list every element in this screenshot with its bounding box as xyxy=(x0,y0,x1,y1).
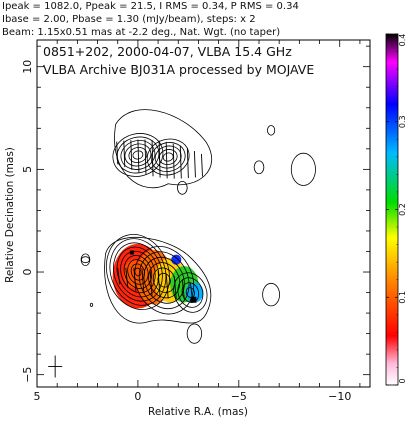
polarization-contour xyxy=(150,142,186,172)
isolated-contour xyxy=(177,180,188,195)
core-contour xyxy=(120,250,156,294)
ev-vector xyxy=(149,269,153,296)
jet-contour xyxy=(177,277,204,308)
isolated-contour xyxy=(267,125,276,136)
x-axis-ticks: 5 0 −5 −10 xyxy=(34,40,361,403)
isolated-contour xyxy=(80,253,91,266)
x-tick-label: −10 xyxy=(328,390,351,403)
annotation-line-2: VLBA Archive BJ031A processed by MOJAVE xyxy=(43,62,314,77)
jet-contour xyxy=(148,262,181,299)
ev-vectors xyxy=(116,139,203,300)
colorbar-tick-label: 0 xyxy=(398,378,407,383)
y-tick-label: 10 xyxy=(21,60,34,74)
header-line-3: Beam: 1.15x0.51 mas at -2.2 deg., Nat. W… xyxy=(2,27,280,38)
colormap-blob xyxy=(171,254,182,265)
colorbar-tick-label: 0.1 xyxy=(398,291,407,304)
ev-vector xyxy=(144,139,147,175)
ev-vector xyxy=(165,141,168,179)
y-tick-label: −5 xyxy=(21,367,34,383)
ev-vector xyxy=(165,273,169,299)
jet-contour xyxy=(173,272,208,313)
ev-vector xyxy=(141,268,145,294)
jet-contour xyxy=(152,267,176,293)
ev-vector xyxy=(201,153,203,177)
colormap-blob xyxy=(123,259,144,289)
polarization-contour xyxy=(158,149,178,166)
colorbar-tick-label: 0.2 xyxy=(398,203,407,216)
beam-cross-icon xyxy=(48,355,63,378)
ev-vector xyxy=(133,267,137,291)
y-axis-ticks: −5 0 5 10 xyxy=(21,45,370,383)
x-tick-label: 5 xyxy=(34,390,41,403)
ev-vector xyxy=(158,140,161,178)
header-line-1: Ipeak = 1082.0, Ppeak = 21.5, I RMS = 0.… xyxy=(2,1,299,12)
ev-vector xyxy=(181,279,185,300)
ev-vector xyxy=(172,143,175,179)
annotation-line-1: 0851+202, 2000-04-07, VLBA 15.4 GHz xyxy=(43,44,292,59)
polarization-contour xyxy=(162,152,174,162)
ev-vector xyxy=(130,140,133,170)
jet-contour xyxy=(138,251,190,309)
ev-vector xyxy=(173,276,177,300)
ev-vector xyxy=(116,141,119,165)
colorbar-tick-label: 0.3 xyxy=(398,115,407,128)
polarization-contour xyxy=(112,133,164,177)
y-tick-label: 5 xyxy=(21,166,34,173)
ev-vector xyxy=(151,139,154,177)
ev-vector xyxy=(193,151,196,178)
ev-vector xyxy=(189,282,193,300)
isolated-contour xyxy=(262,282,280,307)
core-contour xyxy=(113,242,163,302)
isolated-contour xyxy=(89,302,94,307)
polarization-contour xyxy=(128,146,148,163)
outer-contour xyxy=(104,236,212,324)
header-line-2: Ibase = 2.00, Pbase = 1.30 (mJy/beam), s… xyxy=(2,14,256,25)
core-contour xyxy=(127,259,149,285)
x-tick-label: −5 xyxy=(231,390,247,403)
jet-contour xyxy=(181,282,200,303)
jet-contour xyxy=(134,246,195,315)
jet-contour xyxy=(143,256,185,304)
ev-vector xyxy=(137,139,140,173)
ev-vector xyxy=(179,145,182,179)
polarization-contour xyxy=(124,143,152,167)
ev-vector xyxy=(123,140,126,168)
core-contour xyxy=(130,263,146,281)
plot-frame xyxy=(36,39,371,388)
y-axis-label: Relative Decination (mas) xyxy=(4,147,16,283)
polarization-contour xyxy=(146,138,190,176)
total-intensity-contours xyxy=(80,109,316,344)
isolated-contour xyxy=(290,152,316,186)
polarization-contour xyxy=(120,140,156,170)
y-tick-label: 0 xyxy=(21,269,34,276)
ev-vector xyxy=(125,267,129,288)
ev-vector xyxy=(157,271,161,298)
polarization-outer-contour xyxy=(114,109,213,189)
isolated-contour xyxy=(186,323,203,344)
isolated-contour xyxy=(81,256,90,264)
colormap-peak-pixel xyxy=(190,296,197,303)
x-axis-label: Relative R.A. (mas) xyxy=(148,406,248,418)
ev-vector xyxy=(186,148,189,179)
colorbar-ticks: 0 0.1 0.2 0.3 0.4 xyxy=(386,34,407,386)
isolated-contour xyxy=(253,160,265,175)
ev-vector xyxy=(117,267,121,285)
colorbar-tick-label: 0.4 xyxy=(398,34,407,47)
polarization-contour xyxy=(132,150,144,160)
x-tick-label: 0 xyxy=(134,390,141,403)
colormap-peak-pixel xyxy=(129,250,134,255)
